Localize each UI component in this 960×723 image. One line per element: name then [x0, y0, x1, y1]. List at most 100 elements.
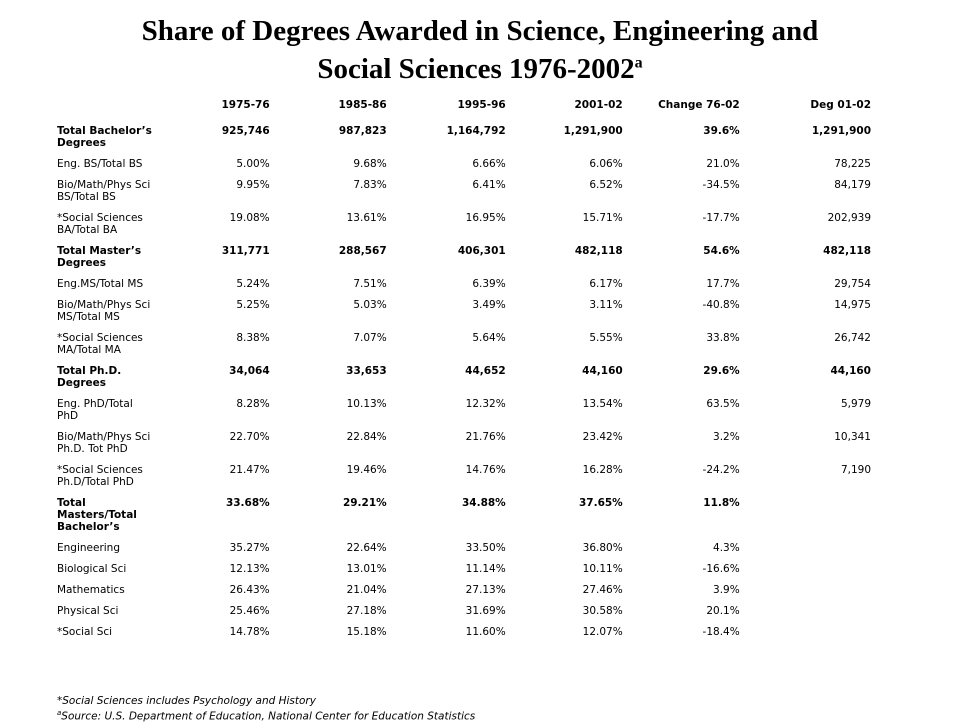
table-cell: 33.50%	[465, 542, 506, 554]
table-row: Total Master’s Degrees 311,771 288,567 406,…	[57, 245, 873, 278]
table-cell: 5.25%	[236, 299, 270, 311]
table-cell: 482,118	[823, 245, 871, 257]
table-cell: 84,179	[834, 179, 871, 191]
table-cell: 16.95%	[465, 212, 506, 224]
row-label: Total Masters/Total Bachelor’s	[57, 497, 137, 533]
header-label-cell	[57, 99, 157, 125]
row-label: Mathematics	[57, 584, 125, 596]
table-row: Total Masters/Total Bachelor’s 33.68% 29.2…	[57, 497, 873, 542]
table-cell: 21.04%	[346, 584, 387, 596]
row-label: Engineering	[57, 542, 120, 554]
table-cell: 12.07%	[582, 626, 623, 638]
table-cell	[742, 605, 873, 626]
table-cell: 17.7%	[706, 278, 740, 290]
row-label: Total Bachelor’s Degrees	[57, 125, 152, 149]
table-cell: 54.6%	[703, 245, 740, 257]
table-cell: 406,301	[457, 245, 506, 257]
table-cell: 33,653	[346, 365, 387, 377]
row-label: Eng.MS/Total MS	[57, 278, 144, 290]
table-cell: 36.80%	[582, 542, 623, 554]
table-cell: 6.66%	[472, 158, 506, 170]
table-cell: 27.46%	[582, 584, 623, 596]
table-cell: 21.47%	[229, 464, 270, 476]
row-label: *Social Sciences BA/Total BA	[57, 212, 143, 236]
table-row: Biological Sci 12.13% 13.01% 11.14% 10.11% -1…	[57, 563, 873, 584]
column-header: 1995-96	[457, 99, 506, 111]
table-cell: 5,979	[840, 398, 871, 410]
table-cell: 31.69%	[465, 605, 506, 617]
table-cell: 288,567	[338, 245, 387, 257]
table-cell: 6.06%	[589, 158, 623, 170]
column-header: 1975-76	[221, 99, 270, 111]
table-cell: 9.95%	[236, 179, 270, 191]
table-cell: -40.8%	[702, 299, 740, 311]
table-cell: 202,939	[827, 212, 871, 224]
table-cell: 10.11%	[582, 563, 623, 575]
table-cell: 22.64%	[346, 542, 387, 554]
table-cell: -18.4%	[702, 626, 740, 638]
table-cell: 29.21%	[342, 497, 387, 509]
column-header: Change 76-02	[658, 99, 740, 111]
table-cell: 26.43%	[229, 584, 270, 596]
table-row: Eng. BS/Total BS 5.00% 9.68% 6.66% 6.06% 21.0…	[57, 158, 873, 179]
table-row: Eng.MS/Total MS 5.24% 7.51% 6.39% 6.17% 17.7%…	[57, 278, 873, 299]
row-label: Bio/Math/Phys Sci Ph.D. Tot PhD	[57, 431, 151, 455]
row-label: *Social Sciences MA/Total MA	[57, 332, 143, 356]
table-cell: 25.46%	[229, 605, 270, 617]
table-cell: 15.18%	[346, 626, 387, 638]
table-cell: 16.28%	[582, 464, 623, 476]
table-row: Mathematics 26.43% 21.04% 27.13% 27.46% 3.9%	[57, 584, 873, 605]
table-cell: 6.52%	[589, 179, 623, 191]
row-label: Eng. BS/Total BS	[57, 158, 143, 170]
row-label: Bio/Math/Phys Sci BS/Total BS	[57, 179, 151, 203]
table-cell	[742, 563, 873, 584]
table-cell: -24.2%	[702, 464, 740, 476]
table-cell: 44,652	[465, 365, 506, 377]
column-header: Deg 01-02	[810, 99, 871, 111]
table-cell: 4.3%	[713, 542, 740, 554]
table-body: Total Bachelor’s Degrees 925,746 987,823 1,…	[57, 125, 873, 647]
table-cell: -16.6%	[702, 563, 740, 575]
table-cell: 21.0%	[706, 158, 740, 170]
table-cell: 5.00%	[236, 158, 270, 170]
table-cell: 5.24%	[236, 278, 270, 290]
table-cell: 20.1%	[706, 605, 740, 617]
table-cell: 7,190	[840, 464, 871, 476]
row-label: *Social Sciences Ph.D/Total PhD	[57, 464, 143, 488]
table-cell: 3.11%	[589, 299, 623, 311]
table-cell	[742, 497, 873, 542]
table-row: Physical Sci 25.46% 27.18% 31.69% 30.58% 20.1…	[57, 605, 873, 626]
table-row: *Social Sci 14.78% 15.18% 11.60% 12.07% -18.4…	[57, 626, 873, 647]
table-row: *Social Sciences BA/Total BA 19.08% 13.61%…	[57, 212, 873, 245]
table-cell: 1,164,792	[446, 125, 506, 137]
table-cell: 14.78%	[229, 626, 270, 638]
table-cell: 1,291,900	[563, 125, 623, 137]
row-label: Eng. PhD/Total PhD	[57, 398, 133, 422]
table-cell: 9.68%	[353, 158, 387, 170]
table-cell: 19.46%	[346, 464, 387, 476]
table-row: Total Ph.D. Degrees 34,064 33,653 44,652 44,…	[57, 365, 873, 398]
table-cell: 29.6%	[703, 365, 740, 377]
table-row: Bio/Math/Phys Sci BS/Total BS 9.95% 7.83% 6…	[57, 179, 873, 212]
table-cell: 10.13%	[346, 398, 387, 410]
table-row: *Social Sciences MA/Total MA 8.38% 7.07% 5.…	[57, 332, 873, 365]
column-header: 2001-02	[574, 99, 623, 111]
table-cell: 987,823	[338, 125, 387, 137]
title-line-2-text: Social Sciences 1976-2002	[317, 53, 635, 85]
table-cell: 33.68%	[225, 497, 270, 509]
table-cell: 8.38%	[236, 332, 270, 344]
table-cell: 14,975	[834, 299, 871, 311]
table-cell: 12.32%	[465, 398, 506, 410]
table-cell: 3.49%	[472, 299, 506, 311]
table-cell: 34.88%	[461, 497, 506, 509]
table-cell: 39.6%	[703, 125, 740, 137]
table-cell: 27.13%	[465, 584, 506, 596]
table-cell: 7.07%	[353, 332, 387, 344]
table-cell: 5.55%	[589, 332, 623, 344]
table-cell: 44,160	[830, 365, 871, 377]
table-cell: 311,771	[221, 245, 270, 257]
table-cell: 482,118	[574, 245, 623, 257]
table-cell: 37.65%	[578, 497, 623, 509]
table-cell: 1,291,900	[811, 125, 871, 137]
table-cell: 7.51%	[353, 278, 387, 290]
